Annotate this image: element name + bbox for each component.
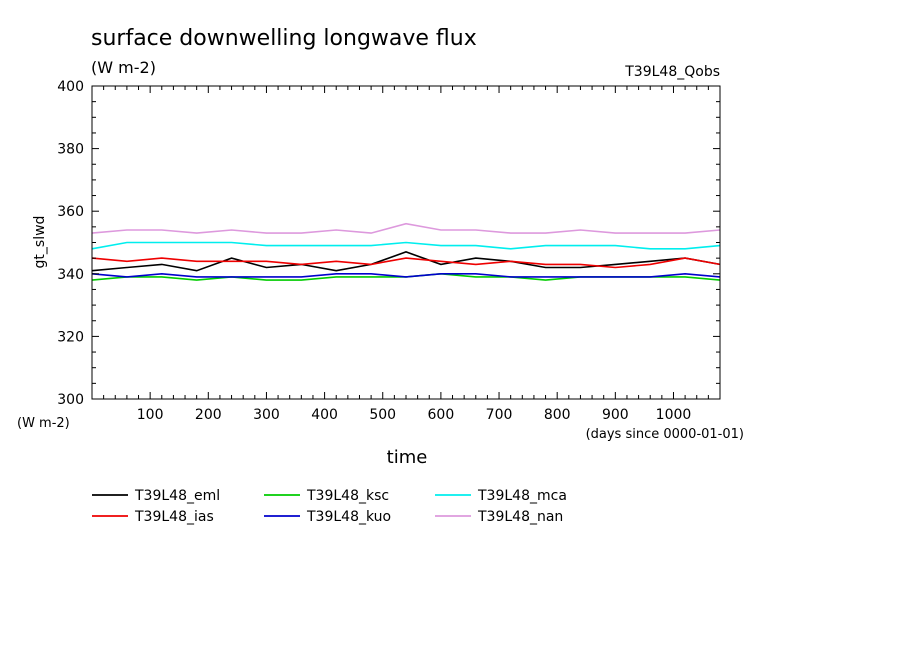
y-tick-label: 380 <box>57 142 84 158</box>
x-tick-label: 1000 <box>656 407 692 423</box>
y-tick-label: 300 <box>57 392 84 408</box>
x-tick-label: 300 <box>253 407 280 423</box>
x-tick-label: 600 <box>428 407 455 423</box>
x-tick-label: 100 <box>137 407 164 423</box>
y-tick-label: 340 <box>57 267 84 283</box>
y-axis-label: gt_slwd <box>32 216 48 269</box>
x-tick-label: 500 <box>369 407 396 423</box>
plot-area: 300 320 340 360 380 400 100 200 300 400 500 600 700 8… <box>57 79 721 423</box>
x-axis-units: (days since 0000-01-01) <box>586 427 744 442</box>
series-line-T39L48_kuo <box>91 272 721 278</box>
x-axis-label: time <box>387 447 428 468</box>
legend-label-T39L48_mca: T39L48_mca <box>477 488 567 504</box>
series-line-T39L48_nan <box>91 222 721 234</box>
experiment-label: T39L48_Qobs <box>624 64 720 80</box>
y-tick-label: 320 <box>57 329 84 345</box>
legend-label-T39L48_ksc: T39L48_ksc <box>306 488 389 504</box>
y-tick-label: 360 <box>57 204 84 220</box>
legend-label-T39L48_eml: T39L48_eml <box>134 488 220 504</box>
x-tick-label: 200 <box>195 407 222 423</box>
x-tick-label: 400 <box>311 407 338 423</box>
x-tick-label: 900 <box>602 407 629 423</box>
legend-label-T39L48_ias: T39L48_ias <box>134 509 214 525</box>
legend: T39L48_eml T39L48_ksc T39L48_mca T39L48_ias… <box>92 488 567 525</box>
legend-label-T39L48_kuo: T39L48_kuo <box>306 509 391 525</box>
series-line-T39L48_mca <box>91 241 721 250</box>
x-tick-label: 700 <box>486 407 513 423</box>
chart-subtitle: (W m-2) <box>91 58 156 77</box>
chart-title: surface downwelling longwave flux <box>91 26 477 51</box>
series-line-T39L48_ias <box>91 257 721 269</box>
legend-label-T39L48_nan: T39L48_nan <box>477 509 563 525</box>
y-tick-label: 400 <box>57 79 84 95</box>
y-axis-units: (W m-2) <box>17 416 70 431</box>
x-tick-label: 800 <box>544 407 571 423</box>
series-line-T39L48_eml <box>91 251 721 272</box>
